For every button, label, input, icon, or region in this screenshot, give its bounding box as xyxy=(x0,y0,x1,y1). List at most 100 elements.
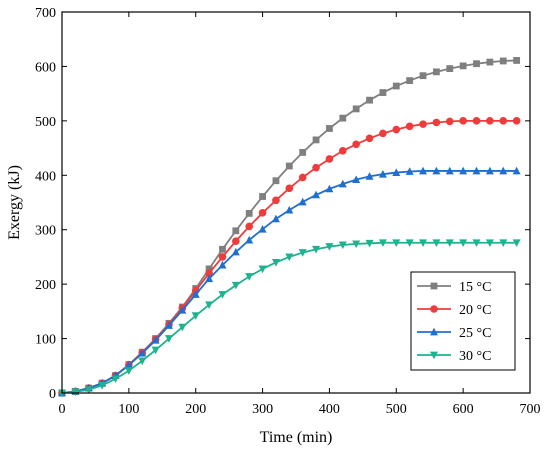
data-point xyxy=(178,323,187,332)
x-tick-label: 200 xyxy=(185,402,206,417)
data-point xyxy=(164,321,173,329)
data-point xyxy=(285,253,294,262)
series-layer xyxy=(58,57,521,398)
data-point xyxy=(111,375,120,384)
data-point xyxy=(473,60,480,68)
data-point xyxy=(445,239,454,247)
data-point xyxy=(405,122,414,131)
data-point xyxy=(218,291,227,299)
y-tick-label: 700 xyxy=(35,6,56,21)
legend-label: 30 °C xyxy=(459,349,491,364)
legend-label: 25 °C xyxy=(459,326,491,341)
legend: 15 °C 20 °C 25 °C 30 °C xyxy=(410,271,516,371)
data-point xyxy=(298,197,307,206)
data-point xyxy=(312,136,320,144)
data-point xyxy=(513,57,521,64)
data-point xyxy=(392,82,400,90)
data-point xyxy=(512,117,521,125)
data-point xyxy=(312,163,320,172)
data-point xyxy=(325,184,334,193)
data-point xyxy=(499,57,507,65)
data-point xyxy=(445,117,454,126)
data-point xyxy=(84,386,93,394)
data-point xyxy=(191,312,200,320)
data-point xyxy=(285,184,294,193)
data-point xyxy=(298,173,307,182)
legend-item: 25 °C xyxy=(417,326,491,341)
data-point xyxy=(164,335,173,343)
data-point xyxy=(271,214,280,223)
data-point xyxy=(472,117,481,125)
data-point xyxy=(151,336,160,344)
data-point xyxy=(312,190,321,199)
data-point xyxy=(338,179,347,188)
data-point xyxy=(325,243,334,251)
legend-marker xyxy=(430,327,438,336)
legend-marker xyxy=(430,305,438,313)
data-point xyxy=(499,166,508,175)
data-point xyxy=(459,117,467,125)
legend-item: 20 °C xyxy=(417,303,491,318)
data-point xyxy=(392,125,401,134)
data-point xyxy=(405,167,414,175)
y-tick-label: 400 xyxy=(35,169,56,184)
data-point xyxy=(365,134,374,143)
data-point xyxy=(486,117,494,125)
data-point xyxy=(485,166,494,175)
data-point xyxy=(245,235,254,244)
data-point xyxy=(245,222,253,231)
data-point xyxy=(445,166,454,175)
data-point xyxy=(285,205,294,214)
y-axis-title: Exergy (kJ) xyxy=(6,165,23,240)
data-point xyxy=(459,62,467,70)
legend-box xyxy=(410,271,516,371)
x-tick-label: 700 xyxy=(520,402,541,417)
data-point xyxy=(124,367,133,375)
data-point xyxy=(352,105,360,113)
data-point xyxy=(272,177,280,185)
axis-ticks: 0 100 200 300 400 500 600 700 0 100 200 300 400 500 60… xyxy=(35,6,541,417)
data-point xyxy=(138,357,147,366)
data-point xyxy=(191,290,200,298)
data-point xyxy=(124,361,133,369)
x-tick-label: 400 xyxy=(319,402,340,417)
data-point xyxy=(339,114,347,122)
plot-area-frame xyxy=(61,11,531,394)
data-point xyxy=(218,253,227,261)
data-point xyxy=(432,118,441,127)
data-point xyxy=(365,239,374,248)
data-point xyxy=(392,168,401,176)
data-point xyxy=(285,162,293,170)
data-point xyxy=(258,209,267,217)
data-point xyxy=(472,166,481,175)
data-point xyxy=(352,140,360,149)
data-point xyxy=(98,381,107,390)
data-point xyxy=(459,239,468,247)
x-tick-label: 600 xyxy=(453,402,474,417)
data-point xyxy=(378,169,387,178)
data-point xyxy=(151,346,160,355)
data-point xyxy=(432,239,441,247)
data-point xyxy=(326,125,333,132)
data-point xyxy=(325,155,334,163)
data-point xyxy=(499,117,508,125)
x-tick-label: 500 xyxy=(386,402,407,417)
data-point xyxy=(231,281,240,290)
data-point xyxy=(379,89,387,96)
y-tick-label: 200 xyxy=(35,278,56,293)
data-point xyxy=(512,239,521,247)
x-axis-title: Time (min) xyxy=(260,429,333,446)
data-point xyxy=(365,172,374,180)
legend-marker xyxy=(430,351,438,360)
data-point xyxy=(406,77,414,84)
data-point xyxy=(512,166,521,175)
data-point xyxy=(352,240,361,249)
data-point xyxy=(258,224,267,233)
data-point xyxy=(138,349,147,357)
data-point xyxy=(259,193,266,200)
legend-label: 15 °C xyxy=(459,280,491,295)
data-point xyxy=(178,306,187,314)
data-point xyxy=(419,166,428,175)
